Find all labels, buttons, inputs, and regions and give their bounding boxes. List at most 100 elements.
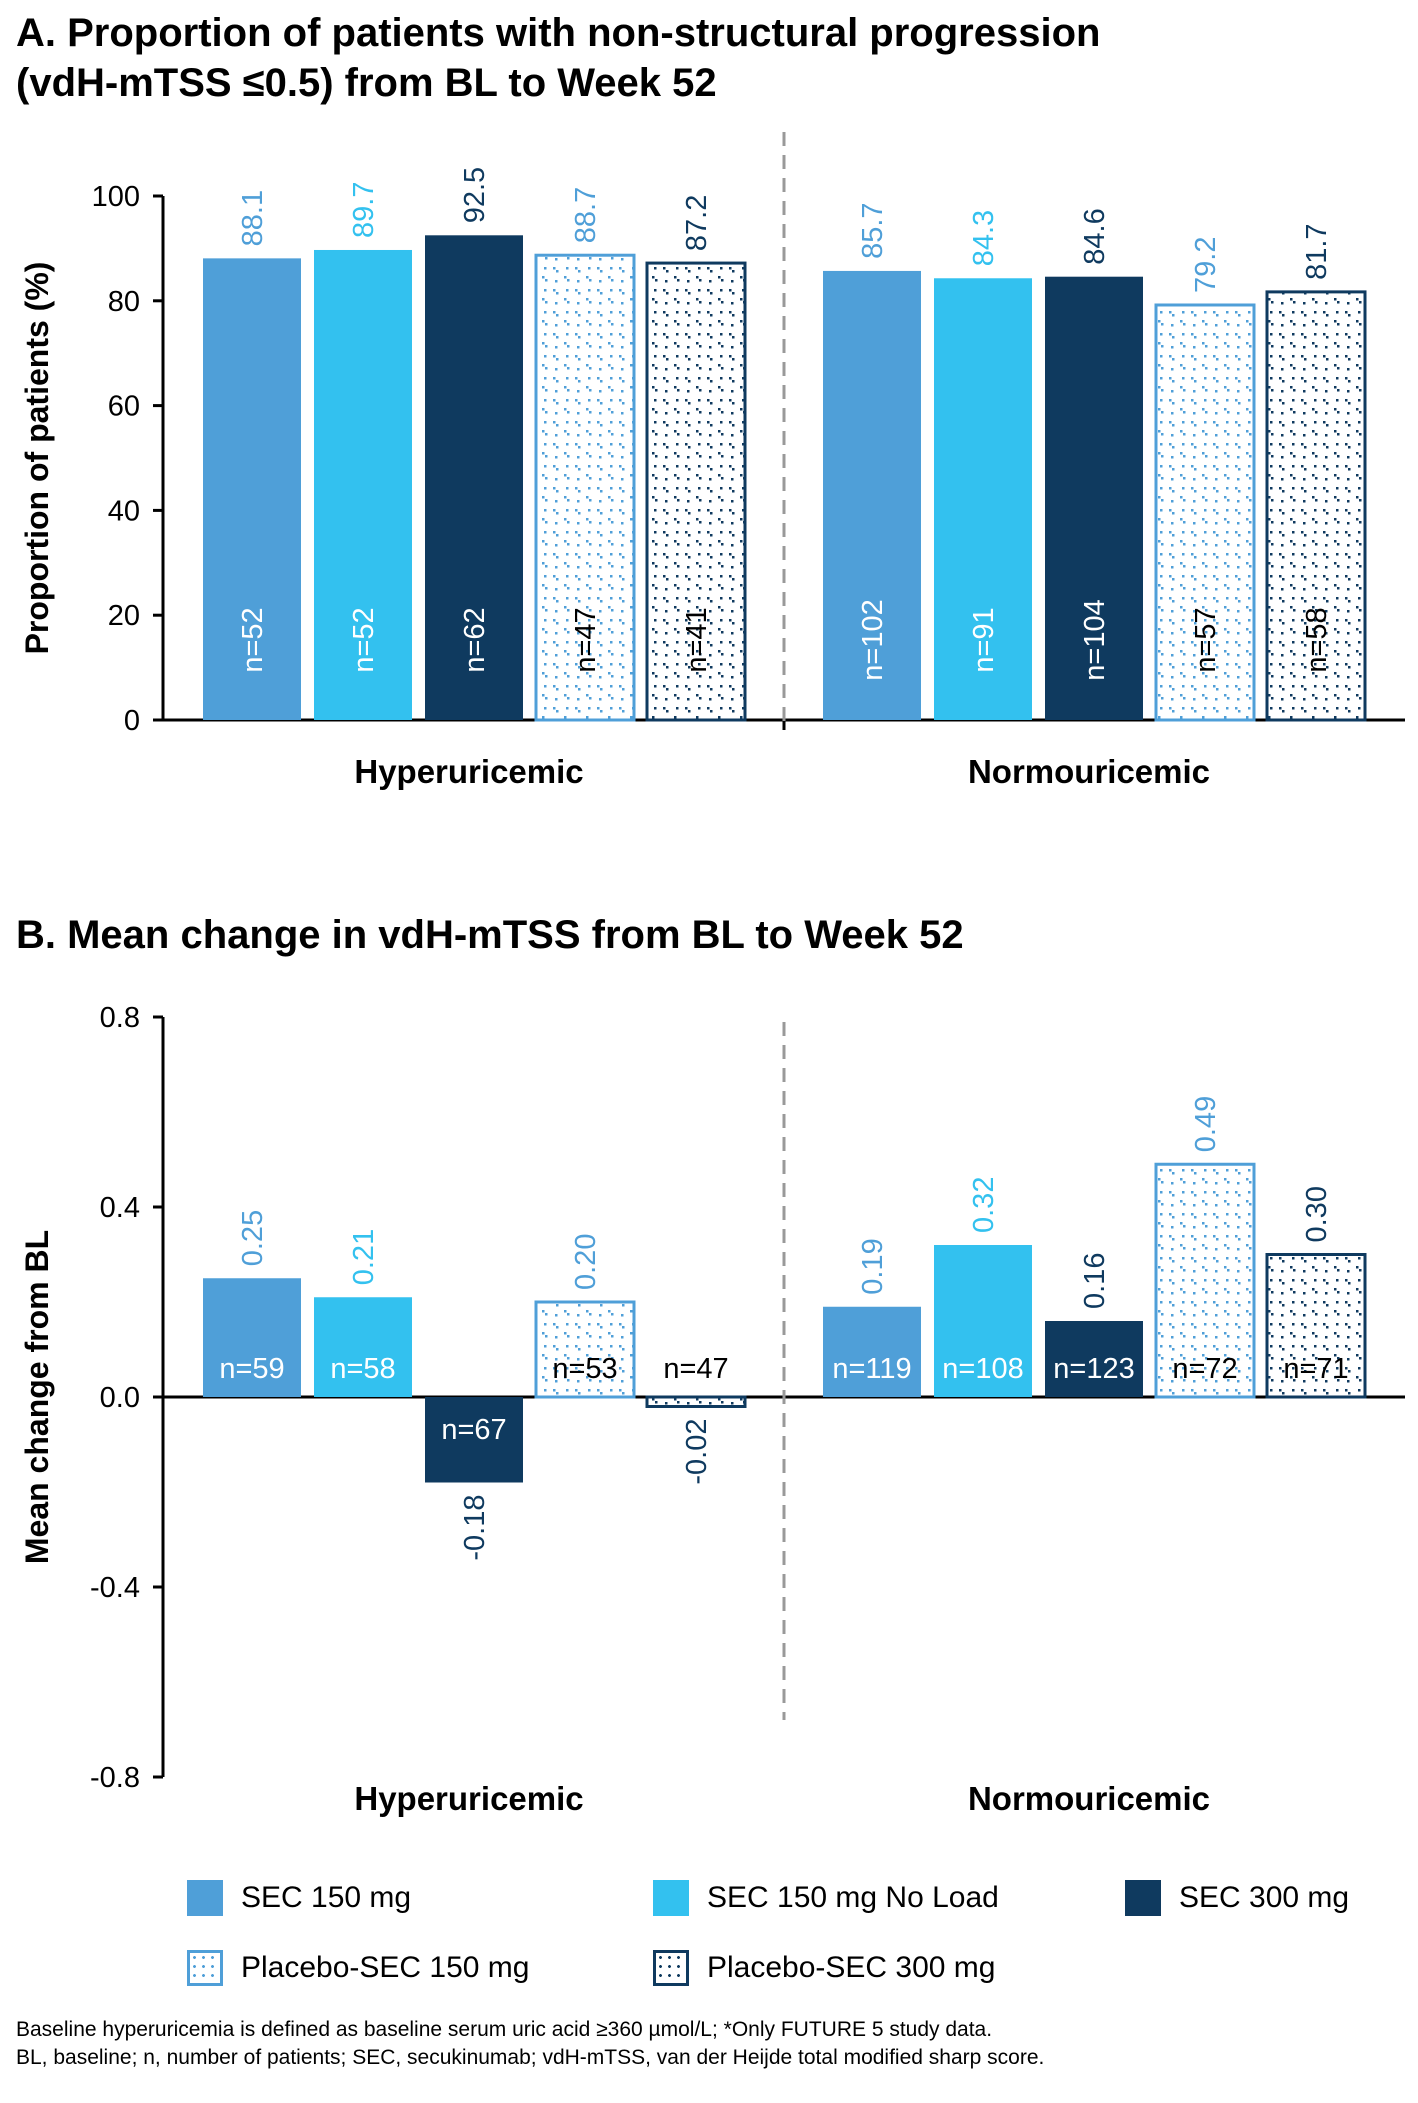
data-label: 0.30 bbox=[1301, 1186, 1333, 1242]
legend-label: SEC 150 mg No Load bbox=[707, 1881, 999, 1914]
bar bbox=[203, 258, 301, 720]
data-label: 87.2 bbox=[681, 195, 713, 251]
n-label: n=62 bbox=[459, 607, 491, 672]
legend-item: Placebo-SEC 150 mg bbox=[187, 1950, 530, 1986]
y-tick-label: 0.8 bbox=[100, 1002, 140, 1034]
n-label: n=104 bbox=[1079, 599, 1111, 680]
bar bbox=[1154, 1162, 1256, 1399]
panel-b-title: B. Mean change in vdH-mTSS from BL to We… bbox=[16, 913, 964, 957]
chart-a: 0 20 40 60 80 100 Proportion of patients (%) Hy… bbox=[19, 132, 1405, 790]
n-label: n=47 bbox=[663, 1353, 728, 1385]
bar bbox=[934, 278, 1032, 720]
y-tick-label: 0.4 bbox=[100, 1192, 140, 1224]
y-axis-label: Mean change from BL bbox=[19, 1230, 55, 1564]
x-category-label: Hyperuricemic bbox=[354, 753, 583, 790]
y-tick-label: 100 bbox=[92, 181, 140, 213]
chart-b: -0.8 -0.4 0.0 0.4 0.8 Mean change from BL Hype… bbox=[19, 1002, 1405, 1817]
bar bbox=[203, 1278, 301, 1397]
x-category-label: Normouricemic bbox=[968, 1780, 1210, 1817]
n-label: n=41 bbox=[681, 607, 713, 672]
y-tick-label: 60 bbox=[108, 391, 140, 423]
y-tick-label: 0 bbox=[124, 705, 140, 737]
n-label: n=91 bbox=[968, 607, 1000, 672]
legend-swatch bbox=[653, 1950, 689, 1986]
legend-label: Placebo-SEC 150 mg bbox=[241, 1951, 530, 1984]
data-label: 92.5 bbox=[459, 167, 491, 223]
bar bbox=[314, 249, 412, 721]
bar bbox=[823, 270, 921, 720]
legend-swatch bbox=[187, 1880, 223, 1916]
legend-item: SEC 150 mg No Load bbox=[653, 1880, 999, 1916]
legend-label: SEC 300 mg bbox=[1179, 1881, 1350, 1914]
data-label: 0.21 bbox=[348, 1229, 380, 1285]
y-axis-label: Proportion of patients (%) bbox=[19, 262, 55, 655]
y-tick-label: -0.4 bbox=[90, 1572, 140, 1604]
legend-swatch bbox=[187, 1950, 223, 1986]
bar bbox=[314, 1297, 412, 1397]
legend-label: SEC 150 mg bbox=[241, 1881, 412, 1914]
x-category-label: Hyperuricemic bbox=[354, 1780, 583, 1817]
footnotes: Baseline hyperuricemia is defined as bas… bbox=[16, 2016, 1044, 2072]
bar bbox=[1045, 276, 1143, 720]
n-label: n=52 bbox=[348, 607, 380, 672]
bar bbox=[934, 1245, 1032, 1397]
data-label: 0.32 bbox=[968, 1177, 1000, 1233]
bar bbox=[823, 1306, 921, 1397]
panel-a-title-line2: (vdH-mTSS ≤0.5) from BL to Week 52 bbox=[16, 61, 717, 105]
footnote-1: Baseline hyperuricemia is defined as bas… bbox=[16, 2018, 993, 2041]
n-label: n=67 bbox=[441, 1414, 506, 1446]
legend-item: SEC 150 mg bbox=[187, 1880, 411, 1916]
y-tick-label: 20 bbox=[108, 600, 140, 632]
data-label: 88.7 bbox=[570, 187, 602, 243]
charts-svg: 0 20 40 60 80 100 Proportion of patients (%) Hy… bbox=[19, 132, 1405, 1817]
bar bbox=[534, 1300, 636, 1399]
footnote-2: BL, baseline; n, number of patients; SEC… bbox=[16, 2046, 1045, 2069]
bar bbox=[1154, 303, 1256, 722]
bar bbox=[534, 253, 636, 722]
legend-item: SEC 300 mg bbox=[1125, 1880, 1349, 1916]
bar bbox=[425, 1397, 523, 1483]
bar bbox=[645, 1395, 747, 1408]
bar bbox=[1045, 1321, 1143, 1397]
y-tick-label: 40 bbox=[108, 495, 140, 527]
n-label: n=71 bbox=[1283, 1353, 1348, 1385]
data-label: -0.02 bbox=[681, 1419, 713, 1485]
n-label: n=58 bbox=[330, 1353, 395, 1385]
n-label: n=119 bbox=[832, 1353, 911, 1385]
y-tick-label: 0.0 bbox=[100, 1382, 140, 1414]
bar bbox=[1265, 1253, 1367, 1399]
legend-label: Placebo-SEC 300 mg bbox=[707, 1951, 996, 1984]
legend-swatch bbox=[653, 1880, 689, 1916]
bar bbox=[425, 235, 523, 721]
data-label: 0.20 bbox=[570, 1234, 602, 1290]
y-tick-label: -0.8 bbox=[90, 1762, 140, 1794]
data-label: 0.49 bbox=[1190, 1096, 1222, 1152]
legend-swatch bbox=[1125, 1880, 1161, 1916]
data-label: 85.7 bbox=[857, 202, 889, 258]
data-label: 79.2 bbox=[1190, 237, 1222, 293]
data-label: 88.1 bbox=[237, 190, 269, 246]
n-label: n=47 bbox=[570, 607, 602, 672]
n-label: n=102 bbox=[857, 599, 889, 680]
bar bbox=[645, 261, 747, 722]
x-category-label: Normouricemic bbox=[968, 753, 1210, 790]
n-label: n=123 bbox=[1053, 1353, 1134, 1385]
n-label: n=52 bbox=[237, 607, 269, 672]
data-label: 81.7 bbox=[1301, 223, 1333, 279]
legend: SEC 150 mg SEC 150 mg No Load SEC 300 mg Pl… bbox=[0, 1880, 1418, 2010]
data-label: 89.7 bbox=[348, 182, 380, 238]
n-label: n=72 bbox=[1172, 1353, 1237, 1385]
n-label: n=59 bbox=[219, 1353, 284, 1385]
n-label: n=57 bbox=[1190, 607, 1222, 672]
data-label: -0.18 bbox=[459, 1495, 491, 1561]
n-label: n=108 bbox=[942, 1353, 1023, 1385]
data-label: 0.16 bbox=[1079, 1253, 1111, 1309]
bar bbox=[1265, 290, 1367, 722]
data-label: 84.6 bbox=[1079, 208, 1111, 264]
n-label: n=58 bbox=[1301, 607, 1333, 672]
n-label: n=53 bbox=[552, 1353, 617, 1385]
legend-item: Placebo-SEC 300 mg bbox=[653, 1950, 996, 1986]
data-label: 84.3 bbox=[968, 210, 1000, 266]
panel-a-title: A. Proportion of patients with non-struc… bbox=[16, 8, 1100, 108]
